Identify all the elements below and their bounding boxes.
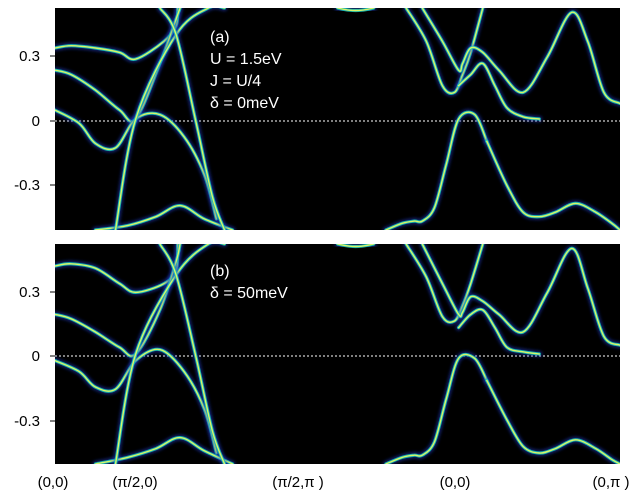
panel-a-band-8	[382, 109, 490, 230]
panel-a-band-4	[92, 202, 236, 230]
panel-b-band-7	[334, 244, 377, 250]
panel-a-ytick-label: 0	[32, 113, 40, 130]
panel-a-band-6	[156, 8, 228, 230]
panel-a-label: (a)	[210, 29, 230, 46]
panel-b-band-10-core	[405, 244, 484, 324]
panel-a-bands	[55, 8, 620, 230]
panel-a-band-2	[55, 8, 184, 125]
panel-a-y-ticks: 0.3 0 -0.3	[14, 48, 55, 194]
panel-a-band-4-core	[94, 204, 234, 230]
xtick-label-gamma-start: (0,0)	[38, 474, 69, 491]
panel-a-ytick-label: -0.3	[14, 177, 40, 194]
panel-b-ytick-label: 0	[32, 348, 40, 365]
panel-b: (b) δ = 50meV 0.3 0 -0.3	[14, 244, 620, 464]
panel-a-annotations: (a) U = 1.5eV J = U/4 δ = 0meV	[210, 29, 282, 112]
panel-b-band-4-core	[94, 436, 234, 464]
panel-b-annotations: (b) δ = 50meV	[210, 263, 288, 302]
panel-a-band-8-core	[385, 111, 488, 230]
panel-b-band-6	[156, 244, 228, 464]
panel-b-band-11	[419, 244, 620, 349]
panel-a-annotation-j: J = U/4	[210, 73, 261, 90]
panel-b-band-5-core	[114, 244, 226, 464]
panel-a-band-2-core	[55, 8, 181, 123]
panel-b-band-8	[382, 351, 490, 464]
panel-b-band-9-core	[486, 379, 620, 464]
panel-b-band-6-core	[159, 244, 226, 464]
panel-a-band-7	[334, 8, 377, 14]
panel-b-annotation-delta: δ = 50meV	[210, 285, 288, 302]
panel-a-band-5	[112, 8, 228, 230]
panel-a-annotation-u: U = 1.5eV	[210, 51, 282, 68]
panel-b-ytick-label: -0.3	[14, 413, 40, 430]
panel-a-band-12	[455, 60, 543, 122]
panel-b-label: (b)	[210, 263, 230, 280]
panel-a-ytick-label: 0.3	[19, 48, 40, 65]
panel-b-band-5	[112, 244, 228, 464]
panel-a: (a) U = 1.5eV J = U/4 δ = 0meV 0.3 0 -0.…	[14, 8, 620, 230]
panel-b-band-4	[92, 434, 236, 464]
panel-a-band-6-core	[159, 8, 226, 230]
x-axis: (0,0) (π/2,0) (π/2,π ) (0,0) (0,π )	[38, 474, 630, 491]
xtick-label-pi2-pi: (π/2,π )	[272, 474, 324, 491]
panel-b-band-10	[403, 244, 486, 326]
panel-b-band-12-core	[457, 308, 540, 355]
panel-a-band-9-core	[486, 140, 620, 230]
panel-a-band-12-core	[457, 62, 540, 120]
panel-b-band-11-core	[421, 244, 620, 346]
xtick-label-gamma-mid: (0,0)	[440, 474, 471, 491]
panel-a-annotation-delta: δ = 0meV	[210, 95, 279, 112]
panel-b-bands	[55, 244, 620, 464]
panel-b-y-ticks: 0.3 0 -0.3	[14, 284, 55, 430]
panel-b-band-12	[455, 306, 543, 357]
panel-b-band-7-core	[336, 244, 375, 248]
panel-b-band-9	[483, 377, 620, 464]
panel-a-band-9	[483, 138, 620, 230]
panel-a-band-7-core	[336, 8, 375, 12]
xtick-label-pi2-0: (π/2,0)	[112, 474, 157, 491]
panel-a-band-11	[419, 8, 620, 107]
panel-a-band-5-core	[114, 8, 226, 230]
xtick-label-0-pi: (0,π )	[592, 474, 629, 491]
panel-b-band-8-core	[385, 353, 488, 464]
panel-b-ytick-label: 0.3	[19, 284, 40, 301]
panel-a-band-11-core	[421, 8, 620, 105]
